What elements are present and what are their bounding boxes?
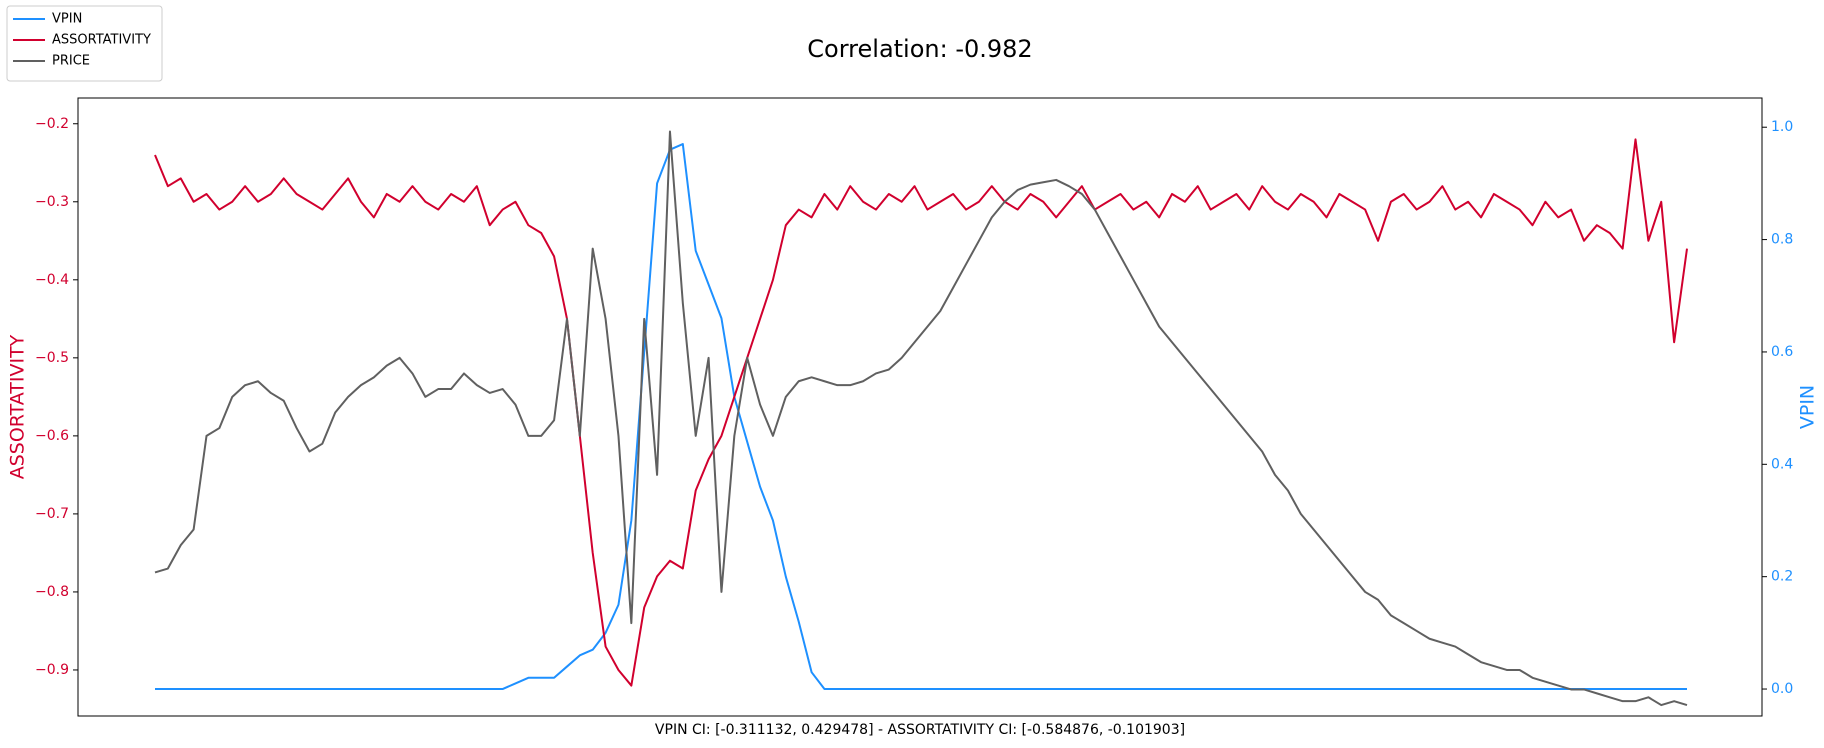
y-tick-label: −0.6 — [35, 428, 69, 444]
y-tick-label: −0.4 — [35, 272, 69, 288]
series-line — [155, 143, 1687, 691]
chart-title: Correlation: -0.982 — [807, 35, 1032, 63]
legend: VPIN ASSORTATIVITY PRICE — [6, 5, 163, 82]
y2-tick-label: 0.6 — [1771, 344, 1793, 360]
series-line — [154, 138, 1688, 687]
y-tick-label: −0.9 — [35, 662, 69, 678]
legend-label: PRICE — [52, 54, 90, 69]
y-tick-label: −0.2 — [35, 116, 69, 132]
legend-box — [6, 5, 163, 82]
y-tick-label: −0.8 — [35, 584, 69, 600]
y-axis-label: ASSORTATIVITY — [7, 334, 29, 479]
y2-tick-label: 1.0 — [1771, 119, 1793, 135]
y-tick-label: −0.7 — [35, 506, 69, 522]
series-line — [154, 130, 1688, 707]
plot-frame — [77, 97, 1763, 717]
legend-label: ASSORTATIVITY — [52, 33, 151, 48]
legend-label: VPIN — [52, 12, 82, 27]
y-tick-label: −0.5 — [35, 350, 69, 366]
annotation: VPIN CI: [-0.311132, 0.429478] - ASSORTA… — [655, 722, 1185, 738]
y2-axis-label: VPIN — [1797, 385, 1819, 429]
y2-tick-label: 0.2 — [1771, 569, 1793, 585]
y2-tick-label: 0.8 — [1771, 232, 1793, 248]
y-tick-label: −0.3 — [35, 194, 69, 210]
y2-tick-label: 0.4 — [1771, 456, 1793, 472]
y2-tick-label: 0.0 — [1771, 681, 1793, 697]
plot-area — [154, 130, 1688, 707]
